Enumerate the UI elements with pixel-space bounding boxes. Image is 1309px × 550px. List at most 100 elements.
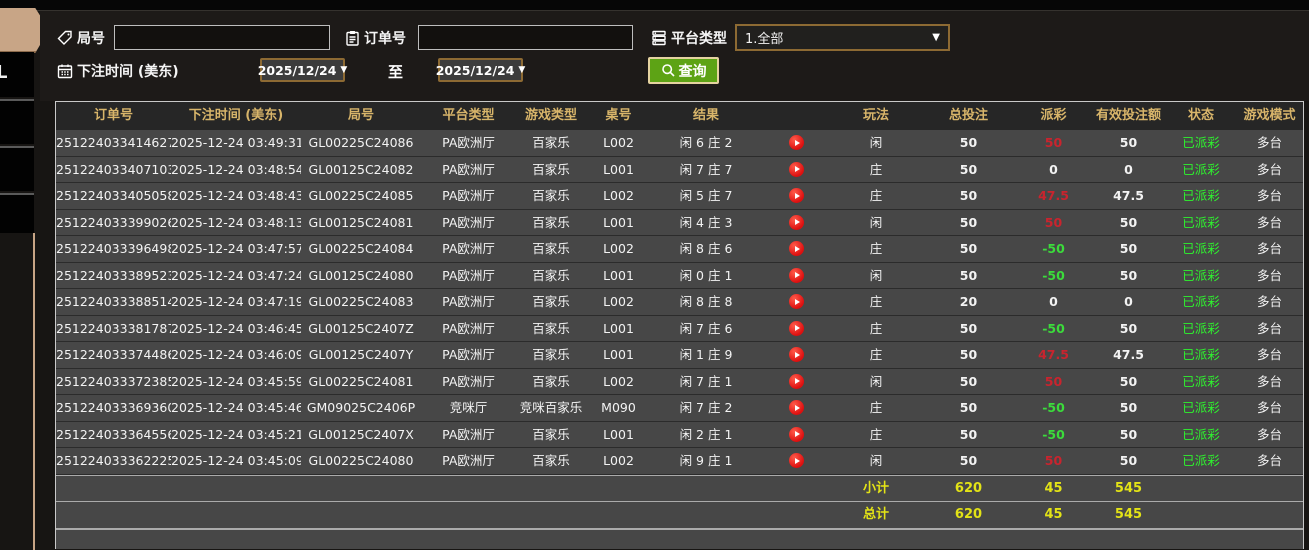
- platform-type-select[interactable]: 1.全部 ▼: [735, 24, 950, 51]
- payout-cell: -50: [1042, 241, 1065, 256]
- valid-bet-cell: 47.5: [1113, 188, 1144, 203]
- order-number-label: 订单号: [364, 31, 406, 47]
- col-header-video: [761, 102, 831, 130]
- sidebar-menu-item[interactable]: L: [0, 52, 34, 97]
- date-from-picker[interactable]: 2025/12/24 ▼: [258, 58, 347, 82]
- platform-cell: PA欧洲厅: [442, 453, 495, 468]
- tag-icon: [57, 30, 72, 45]
- play-cell: 庄: [869, 294, 883, 309]
- result-cell: 闲 7 庄 1: [679, 373, 733, 389]
- game-cell: 百家乐: [532, 453, 570, 468]
- bet-cell: 50: [959, 241, 978, 256]
- table-no-cell: L002: [603, 373, 634, 389]
- subtotal-label: 小计: [862, 480, 889, 496]
- play-video-icon[interactable]: [788, 426, 804, 442]
- filter-bar: 局号 订单号 平台类型 1.全部 ▼ 下注时间 (美东) 2025/12/24 …: [40, 11, 1309, 101]
- payout-cell: 47.5: [1038, 188, 1069, 203]
- result-cell: 闲 5 庄 7: [679, 188, 733, 203]
- order-cell: 251224033414627: [56, 135, 171, 150]
- table-header-row: 订单号 下注时间 (美东) 局号 平台类型 游戏类型 桌号 结果 玩法 总投注 …: [56, 102, 1303, 130]
- time-cell: 2025-12-24 03:45:46: [171, 400, 301, 415]
- time-cell: 2025-12-24 03:47:57: [171, 241, 301, 256]
- platform-cell: PA欧洲厅: [442, 188, 495, 203]
- payout-cell: -50: [1042, 320, 1065, 336]
- order-cell: 251224033405058: [56, 188, 171, 203]
- round-cell: GM09025C2406P: [306, 400, 416, 415]
- table-row: 251224033396498 2025-12-24 03:47:57 GL00…: [56, 236, 1303, 263]
- round-cell: GL00125C2407Z: [308, 320, 414, 336]
- play-video-icon[interactable]: [788, 135, 804, 151]
- play-video-icon[interactable]: [788, 241, 804, 257]
- result-cell: 闲 7 庄 6: [679, 320, 733, 336]
- play-video-icon[interactable]: [788, 453, 804, 469]
- order-cell: 251224033372385: [56, 373, 171, 389]
- platform-cell: PA欧洲厅: [442, 241, 495, 256]
- bet-cell: 50: [959, 320, 978, 336]
- bet-cell: 50: [959, 373, 978, 389]
- order-number-input[interactable]: [418, 25, 633, 50]
- payout-cell: 0: [1049, 294, 1058, 309]
- date-to-picker[interactable]: 2025/12/24 ▼: [436, 58, 525, 82]
- round-cell: GL00225C24083: [308, 294, 414, 309]
- bet-records-table: 订单号 下注时间 (美东) 局号 平台类型 游戏类型 桌号 结果 玩法 总投注 …: [55, 101, 1304, 549]
- chevron-down-icon: ▼: [932, 32, 940, 43]
- payout-cell: -50: [1042, 400, 1065, 415]
- platform-cell: PA欧洲厅: [442, 347, 495, 362]
- subtotal-valid: 545: [1114, 480, 1143, 496]
- sidebar-menu-item[interactable]: [0, 146, 34, 191]
- play-video-icon[interactable]: [788, 267, 804, 283]
- play-video-icon[interactable]: [788, 347, 804, 363]
- mode-cell: 多台: [1256, 214, 1282, 230]
- search-icon: [661, 64, 675, 77]
- order-cell: 251224033381787: [56, 320, 171, 336]
- result-cell: 闲 9 庄 1: [679, 453, 733, 468]
- order-cell: 251224033407103: [56, 161, 171, 177]
- time-cell: 2025-12-24 03:46:45: [171, 320, 301, 336]
- play-video-icon[interactable]: [788, 400, 804, 416]
- mode-cell: 多台: [1256, 320, 1282, 336]
- col-header-mode: 游戏模式: [1243, 108, 1296, 123]
- col-header-valid: 有效投注额: [1095, 108, 1161, 123]
- col-header-bet: 总投注: [948, 108, 988, 123]
- mode-cell: 多台: [1256, 426, 1282, 442]
- col-header-payout: 派彩: [1040, 108, 1067, 123]
- round-cell: GL00125C24082: [308, 161, 414, 177]
- table-no-cell: M090: [601, 400, 636, 415]
- table-no-cell: L001: [603, 320, 634, 336]
- table-no-cell: L002: [603, 294, 634, 309]
- col-header-result: 结果: [692, 108, 719, 123]
- query-button[interactable]: 查询: [648, 57, 719, 84]
- play-cell: 庄: [869, 320, 883, 336]
- order-cell: 251224033364556: [56, 426, 171, 442]
- table-row: 251224033405058 2025-12-24 03:48:43 GL00…: [56, 183, 1303, 210]
- result-cell: 闲 4 庄 3: [679, 214, 733, 230]
- play-video-icon[interactable]: [788, 161, 804, 177]
- sidebar-item-label: L: [0, 62, 8, 83]
- round-cell: GL00225C24085: [308, 188, 414, 203]
- mode-cell: 多台: [1256, 373, 1282, 389]
- order-cell: 251224033396498: [56, 241, 171, 256]
- status-badge: 已派彩: [1182, 320, 1220, 336]
- status-badge: 已派彩: [1182, 426, 1220, 442]
- sidebar-menu-item[interactable]: [0, 193, 34, 233]
- play-video-icon[interactable]: [788, 320, 804, 336]
- payout-cell: 50: [1044, 214, 1063, 230]
- play-cell: 庄: [869, 188, 883, 203]
- bet-cell: 50: [959, 135, 978, 150]
- play-video-icon[interactable]: [788, 188, 804, 204]
- platform-cell: PA欧洲厅: [442, 135, 495, 150]
- payout-cell: -50: [1042, 426, 1065, 442]
- play-video-icon[interactable]: [788, 214, 804, 230]
- bet-cell: 50: [959, 347, 978, 362]
- game-cell: 百家乐: [532, 320, 570, 336]
- game-cell: 百家乐: [532, 347, 570, 362]
- total-row: 总计 620 45 545: [56, 501, 1303, 529]
- sidebar-menu-item[interactable]: [0, 99, 34, 144]
- table-no-cell: L002: [603, 188, 634, 203]
- time-cell: 2025-12-24 03:45:09: [171, 453, 301, 468]
- round-number-input[interactable]: [114, 25, 330, 50]
- play-video-icon[interactable]: [788, 294, 804, 310]
- bet-cell: 50: [959, 453, 978, 468]
- valid-bet-cell: 50: [1119, 453, 1138, 468]
- play-video-icon[interactable]: [788, 373, 804, 389]
